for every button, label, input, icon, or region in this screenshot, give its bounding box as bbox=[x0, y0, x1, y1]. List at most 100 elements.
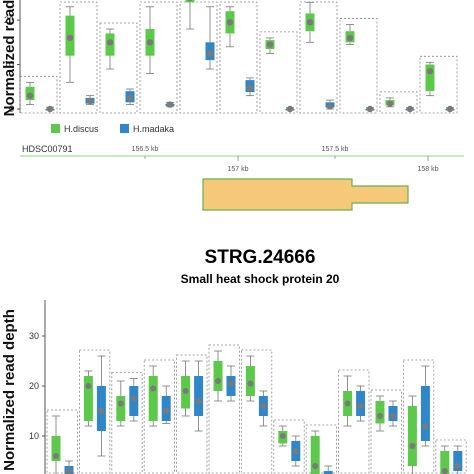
bottom-median-dot-10 bbox=[195, 398, 202, 404]
bottom-sample-group-frame-3 bbox=[111, 372, 143, 474]
bottom-sample-group-frame-6 bbox=[208, 344, 240, 474]
legend-label-h-madaka: H.madaka bbox=[133, 124, 174, 134]
top-median-dot-12 bbox=[246, 84, 254, 91]
legend: H.discus H.madaka bbox=[51, 124, 174, 134]
bottom-sample-group-frame-8 bbox=[273, 419, 305, 474]
bottom-box-1 bbox=[51, 415, 61, 474]
top-median-dot-16 bbox=[326, 103, 334, 110]
bottom-box-19 bbox=[343, 375, 353, 427]
top-box-12 bbox=[245, 77, 255, 97]
bottom-sample-group-frame-11 bbox=[370, 389, 402, 474]
top-box-15 bbox=[305, 1, 315, 43]
bottom-sample-group-frame-2 bbox=[79, 349, 111, 474]
top-box-11 bbox=[225, 6, 235, 48]
bottom-box-22 bbox=[388, 400, 398, 427]
bottom-median-dot-25 bbox=[441, 468, 448, 474]
bottom-box-10 bbox=[194, 360, 204, 432]
top-box-13 bbox=[265, 37, 275, 54]
top-boxplot-panel: 0 10 20 bbox=[4, 0, 458, 114]
bottom-median-dot-19 bbox=[344, 400, 351, 407]
top-sample-group-frame-5 bbox=[179, 1, 218, 114]
top-box-6 bbox=[125, 88, 135, 105]
bottom-box-body-1 bbox=[51, 436, 61, 461]
top-sample-group-frame-11 bbox=[419, 55, 458, 114]
top-median-dot-17 bbox=[346, 34, 354, 42]
bottom-box-16 bbox=[291, 435, 301, 467]
top-sample-group-frame-7 bbox=[259, 31, 298, 114]
bottom-boxplot-panel: 10 20 30 bbox=[29, 300, 467, 474]
top-sample-group-frame-8 bbox=[299, 1, 338, 114]
bottom-median-dot-15 bbox=[279, 433, 286, 439]
top-sample-group-frame-10 bbox=[379, 91, 418, 114]
top-box-5 bbox=[105, 28, 115, 70]
top-box-9 bbox=[185, 0, 195, 30]
top-median-dot-19 bbox=[386, 100, 394, 107]
legend-swatch-h-discus bbox=[51, 124, 60, 133]
genome-track: HDSC00791 156.5 kb 157 kb 157.5 kb 158 k… bbox=[20, 144, 464, 211]
top-y-tick-label-2: 20 bbox=[4, 15, 14, 25]
bottom-box-body-3 bbox=[83, 376, 93, 421]
bottom-median-dot-16 bbox=[292, 448, 299, 454]
kb-tick-3: 157.5 kb bbox=[322, 146, 349, 159]
top-median-dot-10 bbox=[206, 50, 214, 57]
top-box-14 bbox=[285, 105, 295, 113]
top-sample-group-frame-4 bbox=[139, 1, 178, 114]
bottom-box-body-24 bbox=[420, 386, 430, 441]
bottom-box-8 bbox=[161, 385, 171, 424]
bottom-sample-group-frame-10 bbox=[338, 369, 370, 474]
bottom-median-dot-3 bbox=[85, 383, 92, 389]
top-median-dot-5 bbox=[106, 39, 114, 46]
bottom-median-dot-23 bbox=[409, 443, 416, 449]
bottom-median-dot-7 bbox=[150, 385, 157, 392]
kb-tick-4: 158 kb bbox=[417, 156, 439, 173]
bottom-box-14 bbox=[258, 390, 268, 427]
gene-model bbox=[202, 178, 409, 211]
legend-label-h-discus: H.discus bbox=[64, 124, 99, 134]
bottom-median-dot-1 bbox=[53, 453, 59, 459]
bottom-box-24 bbox=[420, 365, 430, 447]
bottom-box-body-17 bbox=[310, 436, 320, 474]
top-y-axis-label: Normalized read bbox=[1, 0, 18, 116]
top-box-19 bbox=[385, 97, 395, 108]
top-sample-group-frame-9 bbox=[339, 18, 378, 114]
bottom-box-body-23 bbox=[407, 406, 417, 466]
top-sample-group-frame-2 bbox=[59, 1, 98, 114]
bottom-median-dot-2 bbox=[66, 468, 72, 474]
top-median-dot-20 bbox=[406, 105, 414, 113]
bottom-box-25 bbox=[440, 445, 450, 474]
bottom-box-26 bbox=[453, 445, 463, 474]
legend-swatch-h-madaka bbox=[120, 124, 129, 133]
bottom-median-dot-13 bbox=[247, 380, 254, 387]
bottom-median-dot-8 bbox=[163, 408, 170, 414]
kb-label-1: 156.5 kb bbox=[132, 146, 159, 153]
top-y-tick-label-0: 0 bbox=[9, 104, 14, 114]
top-median-dot-2 bbox=[46, 105, 54, 113]
top-sample-group-frame-1 bbox=[19, 75, 58, 114]
bottom-median-dot-9 bbox=[182, 388, 189, 394]
bottom-box-body-18 bbox=[323, 471, 333, 474]
top-median-dot-4 bbox=[86, 97, 94, 105]
top-y-tick-label-1: 10 bbox=[4, 60, 14, 70]
bottom-sample-group-frame-7 bbox=[240, 349, 273, 474]
bottom-box-body-7 bbox=[148, 376, 158, 421]
top-box-17 bbox=[345, 24, 355, 45]
bottom-box-body-21 bbox=[375, 401, 385, 424]
bottom-median-dot-20 bbox=[357, 403, 364, 409]
top-median-dot-6 bbox=[126, 94, 134, 102]
top-median-dot-13 bbox=[266, 41, 274, 48]
bottom-box-20 bbox=[356, 385, 366, 422]
top-median-dot-15 bbox=[306, 19, 314, 26]
kb-label-3: 157.5 kb bbox=[322, 146, 349, 153]
top-box-body-21 bbox=[425, 64, 435, 92]
top-box-21 bbox=[425, 61, 435, 97]
bottom-box-21 bbox=[375, 395, 385, 432]
top-box-2 bbox=[45, 105, 55, 113]
bottom-sample-group-frame-1 bbox=[46, 409, 78, 474]
bottom-median-dot-22 bbox=[390, 413, 396, 419]
top-box-4 bbox=[85, 95, 95, 105]
top-median-dot-3 bbox=[66, 34, 74, 42]
bottom-median-dot-21 bbox=[377, 413, 383, 419]
bottom-box-3 bbox=[83, 370, 93, 427]
bottom-y-axis-label: Normalized read depth bbox=[1, 309, 18, 471]
